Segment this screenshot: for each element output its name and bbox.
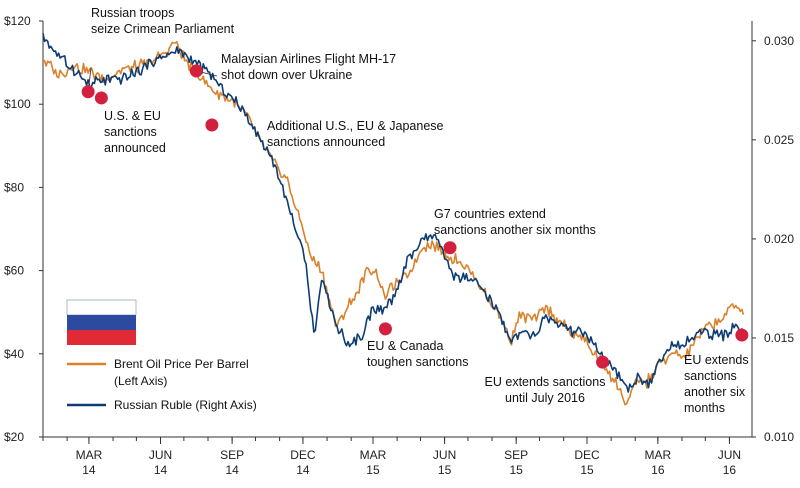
axes: $20 $40 $60 $80 $100 $120 0.010 0.015 0.020 0.025… [4, 14, 794, 477]
left-tick-label: $20 [4, 430, 24, 444]
left-tick-label: $80 [4, 180, 24, 194]
right-tick-label: 0.025 [764, 133, 794, 147]
event-marker [81, 85, 95, 99]
x-tick-year: 14 [154, 463, 168, 477]
event-label: Additional U.S., EU & Japanese [267, 119, 444, 133]
x-tick-month: MAR [76, 448, 103, 462]
legend-oil-label-axis: (Left Axis) [114, 374, 167, 388]
series-lines [42, 33, 745, 406]
oil-price-line [42, 41, 745, 406]
x-tick-month: MAR [360, 448, 387, 462]
right-tick-label: 0.010 [764, 430, 794, 444]
event-label: another six [684, 385, 746, 399]
event-label: G7 countries extend [434, 207, 546, 221]
x-tick-month: MAR [644, 448, 671, 462]
event-marker [735, 328, 749, 342]
event-marker [443, 241, 457, 255]
event-markers: Russian troops seize Crimean Parliament U.… [81, 6, 749, 415]
x-tick-month: DEC [290, 448, 316, 462]
x-tick-year: 16 [723, 463, 737, 477]
x-tick-year: 14 [225, 463, 239, 477]
event-marker [378, 322, 392, 336]
x-tick-month: DEC [574, 448, 600, 462]
right-tick-label: 0.015 [764, 331, 794, 345]
event-marker [205, 118, 219, 132]
event-label: sanctions announced [267, 135, 385, 149]
x-tick-year: 14 [82, 463, 96, 477]
x-tick-month: JUN [149, 448, 172, 462]
x-tick-year: 14 [296, 463, 310, 477]
legend-oil-label: Brent Oil Price Per Barrel [114, 357, 249, 371]
russian-flag-icon [66, 299, 137, 345]
event-label: until July 2016 [505, 391, 585, 405]
left-tick-label: $120 [4, 14, 31, 28]
left-tick-label: $60 [4, 264, 24, 278]
x-tick-year: 15 [580, 463, 594, 477]
event-marker [94, 91, 108, 105]
event-label: Russian troops [91, 6, 174, 20]
x-tick-year: 15 [510, 463, 524, 477]
event-label: U.S. & EU [104, 109, 161, 123]
event-marker [189, 64, 203, 78]
event-marker [596, 355, 610, 369]
event-label: sanctions another six months [434, 223, 596, 237]
event-label: EU & Canada [367, 339, 443, 353]
event-label: shot down over Ukraine [221, 68, 352, 82]
x-tick-year: 16 [651, 463, 665, 477]
right-tick-label: 0.020 [764, 232, 794, 246]
event-label: sanctions [684, 369, 737, 383]
x-tick-year: 15 [438, 463, 452, 477]
event-label: sanctions [104, 125, 157, 139]
event-label: toughen sanctions [367, 355, 468, 369]
x-tick-month: SEP [220, 448, 244, 462]
event-label: seize Crimean Parliament [91, 22, 235, 36]
event-label: EU extends sanctions [485, 375, 606, 389]
event-label: EU extends [684, 353, 749, 367]
legend: Brent Oil Price Per Barrel (Left Axis) Rus… [67, 357, 257, 412]
event-label: Malaysian Airlines Flight MH-17 [221, 52, 396, 66]
x-tick-month: SEP [504, 448, 528, 462]
event-label: announced [104, 141, 166, 155]
left-tick-label: $100 [4, 97, 31, 111]
ruble-line [42, 33, 744, 393]
x-tick-year: 15 [366, 463, 380, 477]
x-tick-month: JUN [718, 448, 741, 462]
right-tick-label: 0.030 [764, 34, 794, 48]
legend-ruble-label: Russian Ruble (Right Axis) [114, 398, 257, 412]
x-tick-month: JUN [433, 448, 456, 462]
event-label: months [684, 401, 725, 415]
left-tick-label: $40 [4, 347, 24, 361]
